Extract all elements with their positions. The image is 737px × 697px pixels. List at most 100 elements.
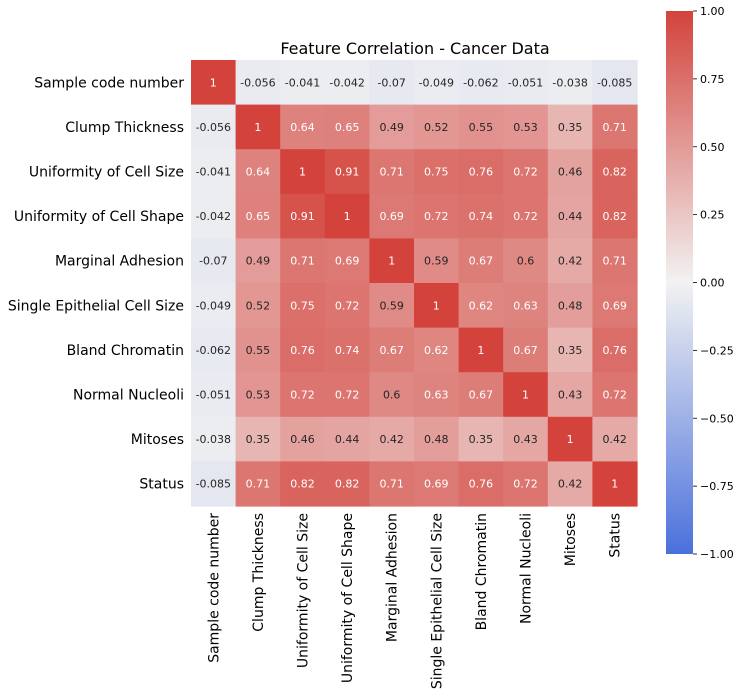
cell-value-label: -0.062 [463, 76, 498, 89]
heatmap-cell [324, 149, 370, 195]
cell-value-label: 0.53 [246, 389, 271, 402]
colorbar-tick-label: −1.00 [700, 548, 734, 561]
cell-value-label: 0.67 [469, 389, 494, 402]
row-label: Uniformity of Cell Size [29, 165, 184, 181]
heatmap-cell [592, 193, 638, 239]
cell-value-label: 0.82 [290, 478, 315, 491]
cell-value-label: 0.72 [335, 299, 360, 312]
cell-value-label: 0.59 [424, 255, 449, 268]
heatmap-cell [280, 327, 326, 373]
cell-value-label: 0.62 [469, 299, 494, 312]
heatmap-cell [369, 104, 415, 150]
column-label: Bland Chromatin [474, 513, 490, 630]
cell-value-label: 0.74 [335, 344, 360, 357]
heatmap-cell [547, 193, 593, 239]
heatmap-cell [414, 104, 460, 150]
heatmap-cell [592, 327, 638, 373]
column-label: Clump Thickness [251, 513, 267, 632]
heatmap-cell [191, 327, 237, 373]
cell-value-label: 0.72 [335, 389, 360, 402]
heatmap-cell [414, 238, 460, 284]
cell-value-label: 0.72 [424, 210, 449, 223]
heatmap-cell [458, 461, 504, 507]
cell-value-label: 0.42 [379, 433, 404, 446]
heatmap-cell [369, 327, 415, 373]
heatmap-cell [280, 416, 326, 462]
cell-value-label: 0.48 [424, 433, 449, 446]
heatmap-cell [235, 461, 281, 507]
heatmap-cell [280, 372, 326, 418]
column-label: Mitoses [563, 513, 579, 566]
cell-value-label: 0.64 [290, 121, 315, 134]
colorbar-tick-label: 0.00 [700, 277, 725, 290]
heatmap-cell [235, 283, 281, 329]
cell-value-label: 0.65 [335, 121, 360, 134]
row-labels: Sample code number Clump Thickness Uniform… [8, 75, 184, 492]
cell-value-label: 0.43 [513, 433, 538, 446]
heatmap-cell [547, 238, 593, 284]
cell-value-label: -0.051 [196, 389, 231, 402]
cell-value-label: -0.07 [199, 255, 227, 268]
heatmap-cell [369, 372, 415, 418]
heatmap-cell [503, 416, 549, 462]
cell-value-label: 0.82 [602, 166, 627, 179]
heatmap-cell [235, 149, 281, 195]
cell-value-label: 0.48 [558, 299, 583, 312]
cell-value-label: 1 [344, 210, 351, 223]
cell-value-label: 0.44 [558, 210, 583, 223]
heatmap-cell [503, 104, 549, 150]
heatmap-cell [458, 149, 504, 195]
heatmap-cell [191, 372, 237, 418]
heatmap-cell [369, 461, 415, 507]
cell-value-label: 0.91 [290, 210, 315, 223]
heatmap-cell [369, 60, 415, 106]
cell-value-label: 0.72 [513, 210, 538, 223]
cell-value-label: 0.42 [602, 433, 627, 446]
heatmap-cell [547, 104, 593, 150]
cell-value-label: 0.69 [602, 299, 627, 312]
cell-value-label: 0.6 [517, 255, 535, 268]
heatmap-cell [235, 104, 281, 150]
heatmap-cell [592, 60, 638, 106]
heatmap-cell [458, 416, 504, 462]
cell-value-label: 0.59 [379, 299, 404, 312]
column-label: Uniformity of Cell Size [296, 513, 312, 668]
cell-value-label: 0.71 [602, 255, 627, 268]
cell-value-label: 0.35 [469, 433, 494, 446]
heatmap-cell [414, 461, 460, 507]
cell-value-label: -0.07 [377, 76, 405, 89]
column-label: Sample code number [206, 513, 222, 663]
heatmap-cell [280, 193, 326, 239]
heatmap-cell [458, 104, 504, 150]
heatmap-cell [191, 283, 237, 329]
heatmap-cell [503, 60, 549, 106]
chart-title: Feature Correlation - Cancer Data [280, 39, 549, 58]
colorbar-tick-label: −0.75 [700, 480, 734, 493]
heatmap-cell [235, 372, 281, 418]
heatmap-cell [414, 327, 460, 373]
cell-value-label: -0.062 [196, 344, 231, 357]
cell-value-label: 0.46 [558, 166, 583, 179]
cell-value-label: 0.43 [558, 389, 583, 402]
cell-value-label: 0.76 [469, 478, 494, 491]
heatmap-cell [414, 372, 460, 418]
cell-value-label: 0.49 [246, 255, 271, 268]
heatmap-cell [191, 104, 237, 150]
heatmap-cell [592, 149, 638, 195]
cell-value-label: 0.72 [602, 389, 627, 402]
cell-value-label: 0.63 [424, 389, 449, 402]
heatmap-cell [458, 283, 504, 329]
heatmap-cell [547, 461, 593, 507]
heatmap-cell [191, 416, 237, 462]
cell-value-label: 0.82 [602, 210, 627, 223]
cell-value-label: 1 [388, 255, 395, 268]
heatmap-cell [324, 372, 370, 418]
cell-value-label: 0.55 [246, 344, 271, 357]
heatmap-cell [414, 416, 460, 462]
heatmap-cell [369, 193, 415, 239]
cell-value-label: 0.35 [246, 433, 271, 446]
row-label: Clump Thickness [65, 120, 184, 136]
heatmap-cell [592, 461, 638, 507]
colorbar-gradient [666, 11, 693, 554]
heatmap-cell [324, 327, 370, 373]
